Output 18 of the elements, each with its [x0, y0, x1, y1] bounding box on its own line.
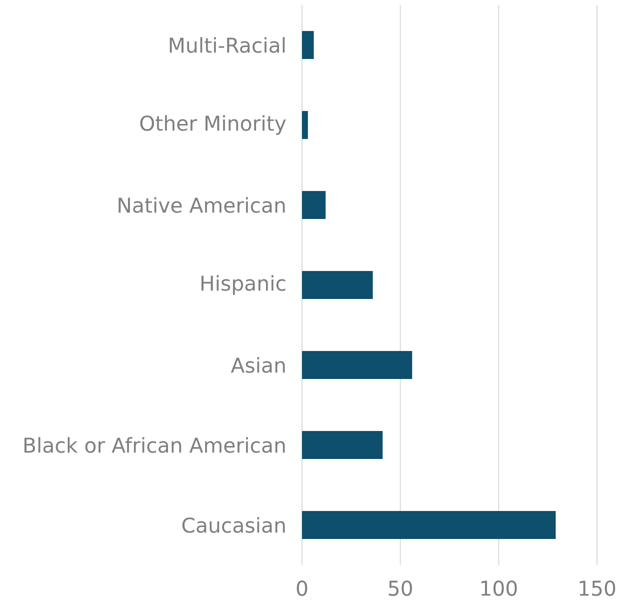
y-tick-label: Caucasian	[182, 517, 285, 533]
x-tick-label: 150	[580, 580, 616, 596]
y-tick-label: Black or African American	[24, 437, 285, 453]
y-tick-label: Other Minority	[140, 115, 286, 135]
bar	[302, 190, 326, 219]
bar	[302, 270, 373, 299]
bar	[302, 350, 412, 379]
y-tick-label: Asian	[230, 357, 285, 373]
y-tick-label: Native American	[118, 197, 285, 213]
x-tick-label: 50	[388, 580, 412, 596]
y-tick-label: Multi-Racial	[170, 37, 285, 53]
bar	[302, 30, 314, 59]
bar	[302, 110, 308, 139]
x-tick-label: 100	[481, 580, 517, 596]
bar	[302, 510, 556, 539]
y-tick-label: Hispanic	[201, 275, 286, 295]
bar	[302, 430, 383, 459]
x-tick-label: 0	[296, 580, 308, 596]
